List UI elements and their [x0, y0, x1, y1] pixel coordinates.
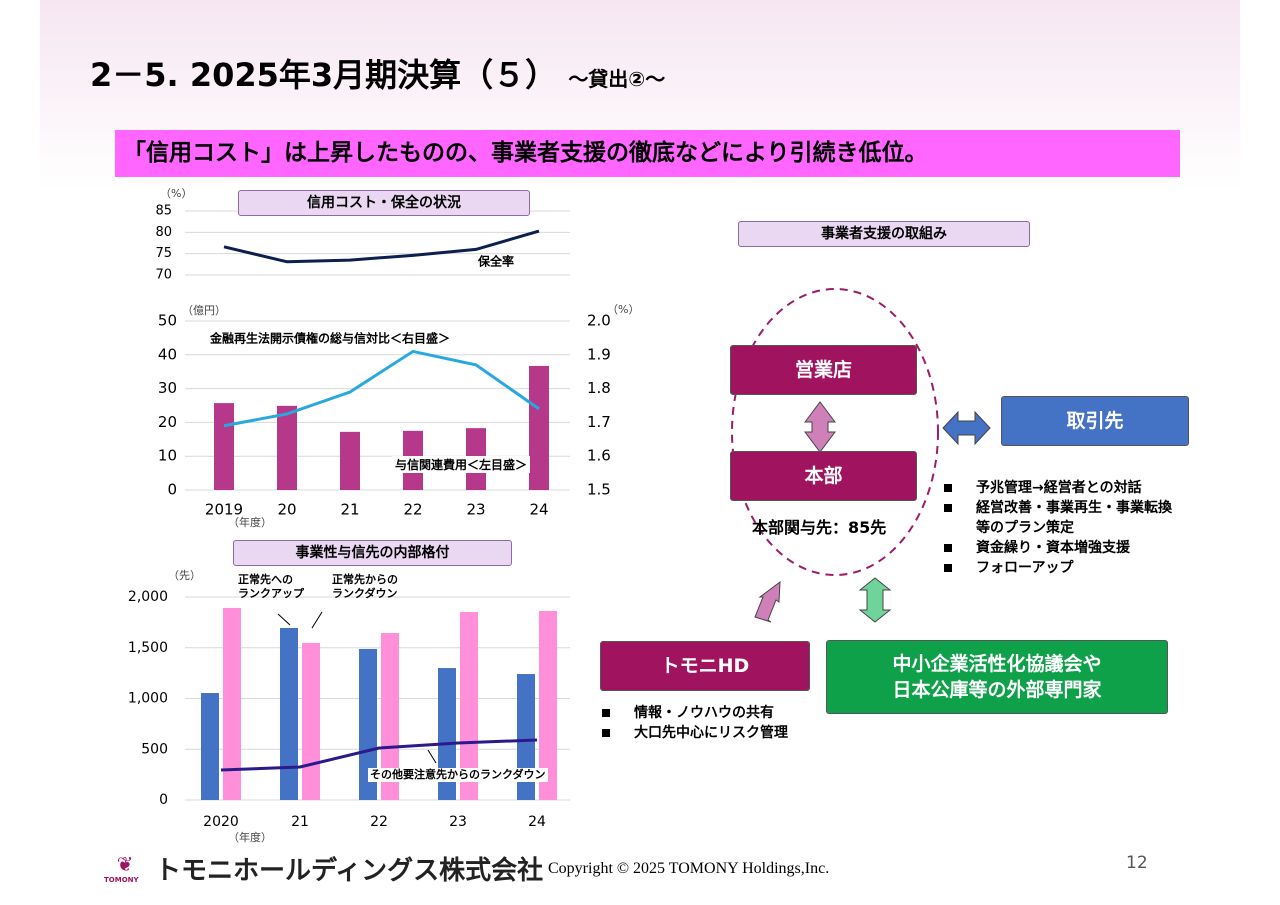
y-tick-label: 40: [158, 345, 177, 363]
y-tick-label: 1,500: [128, 640, 168, 656]
bullet: 経営改善・事業再生・事業転換 等のプラン策定: [942, 498, 1172, 538]
node: 取引先: [1001, 396, 1189, 446]
arrow: [858, 577, 892, 623]
note: 本部関与先：85先: [752, 518, 887, 537]
bar: [277, 405, 297, 490]
arrow: [942, 410, 991, 446]
series-label: 保全率: [477, 254, 514, 269]
y-tick-label: 50: [158, 312, 177, 330]
x-tick-label: 2019: [205, 501, 243, 519]
arrow: [754, 580, 781, 623]
y-tick-label: 0: [159, 792, 168, 808]
bar: [340, 431, 360, 490]
bar: [280, 627, 298, 800]
x-tick-label: 21: [340, 501, 359, 519]
unit-label: （年度）: [228, 830, 272, 844]
bar: [539, 611, 557, 800]
chart-title: 信用コスト・保全の状況: [238, 190, 530, 216]
y-tick-label: 85: [155, 204, 172, 219]
page-number: 12: [1126, 853, 1148, 873]
unit-label: （%）: [160, 187, 192, 200]
y-tick-label: 70: [155, 268, 172, 283]
bullet: 情報・ノウハウの共有: [600, 703, 788, 723]
unit-label: （%）: [607, 303, 639, 316]
line: [223, 349, 540, 428]
node: トモニHD: [600, 641, 810, 691]
series-label: その他要注意先からのランクダウン: [368, 768, 548, 782]
y-tick-label: 2,000: [128, 589, 168, 605]
x-tick-label: 21: [291, 814, 309, 830]
unit-label: （億円）: [182, 304, 226, 317]
pointer: [427, 749, 437, 764]
bar: [359, 648, 377, 800]
line: [220, 738, 538, 772]
pointer: [311, 611, 323, 629]
x-tick-label: 2020: [203, 814, 239, 830]
y2-tick-label: 1.5: [587, 481, 611, 499]
y2-tick-label: 1.9: [587, 345, 611, 363]
pointer: [277, 613, 291, 626]
x-tick-label: 22: [370, 814, 388, 830]
bar: [223, 607, 241, 800]
y-tick-label: 20: [158, 413, 177, 431]
y-tick-label: 10: [158, 447, 177, 465]
bullet: フォローアップ: [942, 558, 1172, 578]
y2-tick-label: 1.7: [587, 413, 611, 431]
bullet-list: 情報・ノウハウの共有 大口先中心にリスク管理: [600, 703, 788, 743]
node: 中小企業活性化協議会や 日本公庫等の外部専門家: [826, 640, 1168, 714]
bullet: 資金繰り・資本増強支援: [942, 538, 1172, 558]
line: [223, 229, 540, 264]
hq-ellipse: [731, 288, 939, 576]
title: 2－5. 2025年3月期決算（５） ～貸出②～: [90, 50, 665, 96]
series-label: 正常先への ランクアップ: [238, 573, 304, 600]
diagram-title: 事業者支援の取組み: [738, 221, 1030, 247]
unit-label: （年度）: [228, 515, 272, 529]
chart-title: 事業性与信先の内部格付: [233, 540, 512, 566]
y2-tick-label: 1.6: [587, 447, 611, 465]
bar: [438, 668, 456, 800]
bar: [460, 612, 478, 800]
y-tick-label: 500: [141, 741, 168, 757]
y-tick-label: 80: [155, 225, 172, 240]
y-tick-label: 1,000: [128, 691, 168, 707]
company: トモニホールディングス株式会社: [155, 856, 544, 886]
y2-tick-label: 2.0: [587, 312, 611, 330]
banner: 「信用コスト」は上昇したものの、事業者支援の徹底などにより引続き低位。: [115, 130, 1180, 177]
logo-text: TOMONY: [104, 876, 139, 884]
series-label: 正常先からの ランクダウン: [332, 573, 398, 600]
x-tick-label: 20: [277, 501, 296, 519]
copyright: Copyright © 2025 TOMONY Holdings,Inc.: [548, 860, 830, 877]
arrow: [804, 401, 836, 453]
bar: [302, 642, 320, 800]
bar: [201, 693, 219, 800]
bar: [381, 633, 399, 800]
bullet: 予兆管理→経営者との対話: [942, 478, 1172, 498]
x-tick-label: 24: [529, 501, 548, 519]
y-tick-label: 75: [155, 246, 172, 261]
node: 営業店: [730, 345, 917, 395]
subtitle: ～貸出②～: [568, 67, 666, 91]
logo-mark: ❦: [116, 852, 134, 876]
series-label: 金融再生法開示債権の総与信対比＜右目盛＞: [209, 331, 450, 346]
unit-label: （先）: [168, 569, 201, 582]
x-tick-label: 22: [403, 501, 422, 519]
y2-tick-label: 1.8: [587, 379, 611, 397]
x-tick-label: 24: [528, 814, 546, 830]
y-tick-label: 30: [158, 379, 177, 397]
y-tick-label: 0: [167, 481, 177, 499]
bar: [529, 365, 549, 490]
x-tick-label: 23: [466, 501, 485, 519]
bullet: 大口先中心にリスク管理: [600, 723, 788, 743]
bullet-list: 予兆管理→経営者との対話 経営改善・事業再生・事業転換 等のプラン策定 資金繰り…: [942, 478, 1172, 578]
series-label: 与信関連費用＜左目盛＞: [392, 456, 531, 473]
x-tick-label: 23: [449, 814, 467, 830]
bar: [214, 403, 234, 490]
node: 本部: [730, 451, 917, 501]
title-text: 2－5. 2025年3月期決算（５）: [90, 56, 558, 94]
